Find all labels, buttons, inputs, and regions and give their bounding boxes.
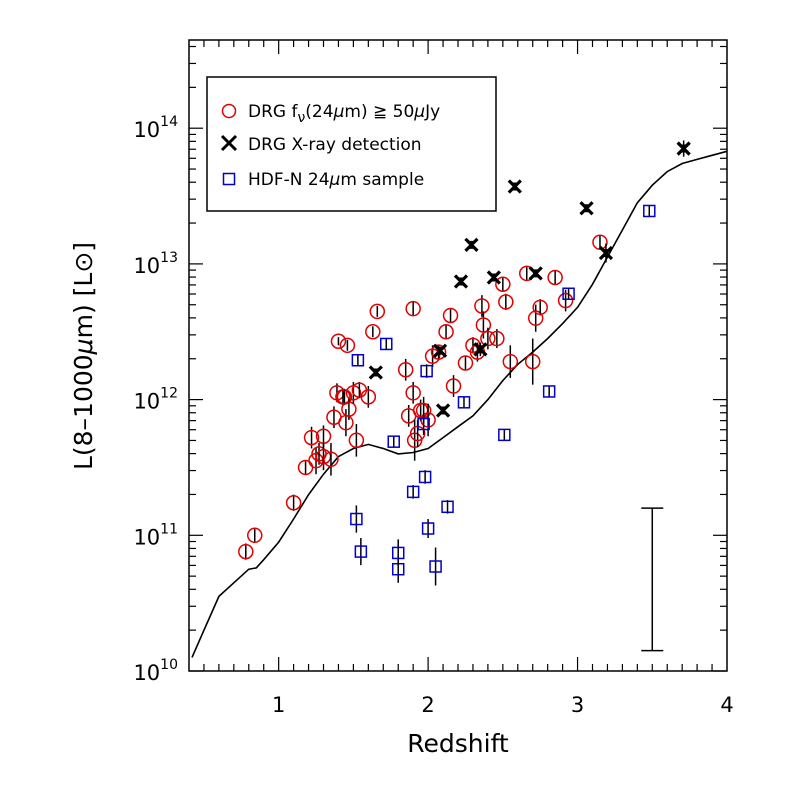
hdfn-point [417, 417, 430, 431]
drg-24um-point [445, 378, 462, 394]
drg-24um-point [475, 317, 492, 333]
drg-24um-point [502, 353, 519, 370]
drg-24um-point [238, 543, 254, 560]
x-tick-label: 4 [720, 693, 733, 717]
drg-xray-point [473, 342, 488, 357]
hdfn-point [387, 435, 400, 448]
model-curve [191, 150, 728, 658]
drg-24um-point [527, 310, 544, 326]
drg-24um-point [524, 353, 541, 370]
drg-xray-point [507, 179, 522, 194]
drg-24um-point [303, 429, 320, 446]
drg-xray-point [453, 274, 469, 289]
y-axis-title: L(8–1000μm) [L⊙] [69, 242, 98, 470]
plot-area [188, 39, 728, 672]
y-tick-label: 1010 [133, 657, 178, 685]
drg-xray-point [676, 141, 691, 156]
hdfn-point [350, 512, 363, 526]
drg-24um-point [360, 389, 377, 405]
hdfn-point [354, 545, 368, 558]
y-tick-label: 1012 [133, 386, 178, 414]
drg-xray-point [598, 245, 614, 261]
drg-24um-point [420, 412, 436, 428]
y-tick-label: 1011 [133, 521, 178, 549]
x-axis-ticks: 1 2 3 4 [203, 40, 734, 717]
hdfn-point [429, 560, 442, 573]
drg-xray-point [368, 365, 383, 380]
hdfn-point [420, 364, 433, 378]
drg-xray-point [464, 237, 479, 253]
drg-24um-point [405, 385, 421, 401]
legend-label-drg-xray: DRG X-ray detection [248, 135, 422, 155]
hdfn-point [643, 204, 656, 218]
drg-24um-point [474, 298, 490, 314]
drg-24um-point [495, 276, 511, 293]
drg-24um-point [339, 337, 356, 354]
hdfn-point [391, 546, 405, 560]
drg-xray-point [435, 403, 451, 418]
y-axis-ticks: 1010 1011 1012 1013 1014 [133, 45, 727, 685]
hdfn-point [498, 428, 511, 442]
legend-box [206, 76, 497, 212]
hdfn-point [351, 353, 365, 367]
drg-24um-point [438, 324, 454, 340]
drg-xray-point [486, 270, 501, 285]
drg-24um-point [406, 432, 423, 449]
legend-marker-square [222, 172, 236, 186]
y-tick-label: 1013 [133, 250, 178, 278]
drg-24um-point [348, 432, 365, 449]
x-tick-label: 2 [421, 693, 434, 717]
x-tick-label: 1 [272, 693, 285, 717]
drg-24um-point [285, 494, 302, 511]
drg-24um-point [532, 299, 548, 316]
drg-24um-point [247, 527, 263, 544]
hdfn-point [562, 287, 575, 301]
drg-24um-point [457, 355, 474, 371]
drg-24um-point [430, 344, 447, 360]
x-tick-label: 3 [571, 693, 584, 717]
hdfn-point [418, 470, 432, 484]
legend-label-drg-24um: DRG fν(24μm) ≧ 50μJy [248, 102, 440, 126]
drg-24um-point [365, 324, 381, 340]
drg-24um-point [330, 333, 347, 350]
drg-24um-point [405, 300, 421, 317]
hdfn-point [380, 337, 393, 351]
drg-24um-point [498, 294, 514, 310]
hdfn-point [542, 385, 556, 398]
hdfn-point [421, 522, 435, 535]
drg-24um-point [480, 330, 496, 347]
drg-24um-point [547, 269, 563, 286]
hdfn-point [406, 485, 420, 499]
drg-24um-point [557, 292, 574, 309]
legend: DRG fν(24μm) ≧ 50μJy DRG X-ray detection… [206, 76, 497, 212]
y-tick-label: 1014 [133, 114, 178, 142]
drg-xray-point [528, 266, 543, 281]
legend-label-hdfn: HDF-N 24μm sample [248, 170, 424, 190]
drg-24um-point [442, 307, 459, 324]
hdfn-point [457, 396, 471, 409]
legend-marker-circle [221, 103, 237, 119]
drg-xray-point [432, 343, 448, 358]
drg-24um-point [341, 401, 357, 417]
drg-24um-point [369, 303, 386, 320]
data-marks [238, 140, 691, 586]
legend-marker-star [220, 134, 238, 152]
drg-xray-point [579, 201, 594, 216]
drg-24um-point [397, 361, 414, 378]
drg-24um-point [489, 330, 505, 347]
x-axis-title: Redshift [407, 729, 509, 758]
drg-24um-point [323, 451, 339, 468]
hdfn-point [441, 500, 454, 514]
